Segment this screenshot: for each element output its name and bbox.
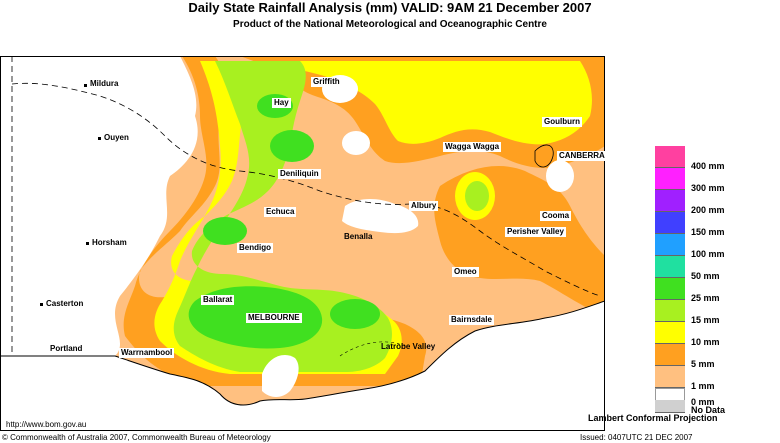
town-label: Goulburn xyxy=(542,117,582,127)
rain-cell-25mm-5 xyxy=(203,217,247,245)
legend-swatch xyxy=(655,168,685,190)
legend-label: 0 mm xyxy=(691,397,715,407)
legend-label: 1 mm xyxy=(691,381,715,391)
coastline xyxy=(0,300,605,406)
town-label: Portland xyxy=(50,344,83,353)
legend-label: 200 mm xyxy=(691,205,725,215)
rain-band-25mm-east xyxy=(465,181,489,211)
border-act xyxy=(534,144,554,168)
town-label: Ballarat xyxy=(201,295,235,305)
legend-label: 150 mm xyxy=(691,227,725,237)
legend-swatch xyxy=(655,366,685,388)
town-label: MELBOURNE xyxy=(246,313,302,323)
town-label: Bairnsdale xyxy=(449,315,494,325)
legend-label: No Data xyxy=(691,405,726,415)
projection-label: Lambert Conformal Projection xyxy=(588,413,718,423)
border-murray-river xyxy=(11,82,601,297)
town-label: Cooma xyxy=(540,211,572,221)
town-label: Omeo xyxy=(452,267,479,277)
legend-swatch xyxy=(655,146,685,168)
legend-swatch xyxy=(655,344,685,366)
town-label: Bendigo xyxy=(237,243,273,253)
town-label: CANBERRA xyxy=(557,151,607,161)
legend-swatch xyxy=(655,300,685,322)
town-label: Latrobe Valley xyxy=(381,342,436,351)
town-label: Perisher Valley xyxy=(505,227,566,237)
town-label: Warrnambool xyxy=(119,348,175,358)
dry-patch-east xyxy=(546,160,574,192)
town-label: Casterton xyxy=(46,299,84,308)
legend-swatch xyxy=(655,190,685,212)
map-frame xyxy=(0,56,605,431)
legend-swatch xyxy=(655,400,685,413)
legend-label: 400 mm xyxy=(691,161,725,171)
dry-patch-central xyxy=(342,199,419,234)
legend-label: 5 mm xyxy=(691,359,715,369)
map-subtitle: Product of the National Meteorological a… xyxy=(233,19,547,30)
rain-cell-25mm-1 xyxy=(270,130,314,162)
legend-label: 15 mm xyxy=(691,315,720,325)
legend-label: 300 mm xyxy=(691,183,725,193)
town-dot xyxy=(86,242,89,245)
contour-dashed-1 xyxy=(339,341,406,357)
town-label: Griffith xyxy=(311,77,342,87)
sea xyxy=(0,301,605,431)
town-label: Benalla xyxy=(344,232,373,241)
town-dot xyxy=(84,84,87,87)
town-label: Deniliquin xyxy=(278,169,321,179)
dry-area-west xyxy=(0,56,198,356)
port-phillip-bay xyxy=(262,354,299,397)
legend-swatch xyxy=(655,322,685,344)
legend-swatch xyxy=(655,278,685,300)
town-label: Horsham xyxy=(92,238,127,247)
legend-label: 100 mm xyxy=(691,249,725,259)
dry-patch-south xyxy=(342,131,370,155)
legend-swatch xyxy=(655,256,685,278)
town-label: Hay xyxy=(272,98,291,108)
map-title: Daily State Rainfall Analysis (mm) VALID… xyxy=(188,0,592,15)
legend-label: 50 mm xyxy=(691,271,720,281)
rainfall-map xyxy=(0,56,605,431)
legend-swatch xyxy=(655,212,685,234)
town-label: Ouyen xyxy=(104,133,129,142)
legend-label: 10 mm xyxy=(691,337,720,347)
town-label: Wagga Wagga xyxy=(443,142,502,152)
source-url: http://www.bom.gov.au xyxy=(6,420,87,429)
rain-band-10mm-north xyxy=(250,61,592,145)
legend-label: 25 mm xyxy=(691,293,720,303)
town-label: Albury xyxy=(409,201,439,211)
town-dot xyxy=(40,303,43,306)
town-label: Echuca xyxy=(264,207,297,217)
legend-swatch xyxy=(655,234,685,256)
town-dot xyxy=(98,137,101,140)
issued-text: Issued: 0407UTC 21 DEC 2007 xyxy=(580,433,693,442)
town-label: Mildura xyxy=(90,79,119,88)
copyright-text: © Commonwealth of Australia 2007, Common… xyxy=(2,433,271,442)
rain-cell-25mm-4 xyxy=(330,299,380,329)
